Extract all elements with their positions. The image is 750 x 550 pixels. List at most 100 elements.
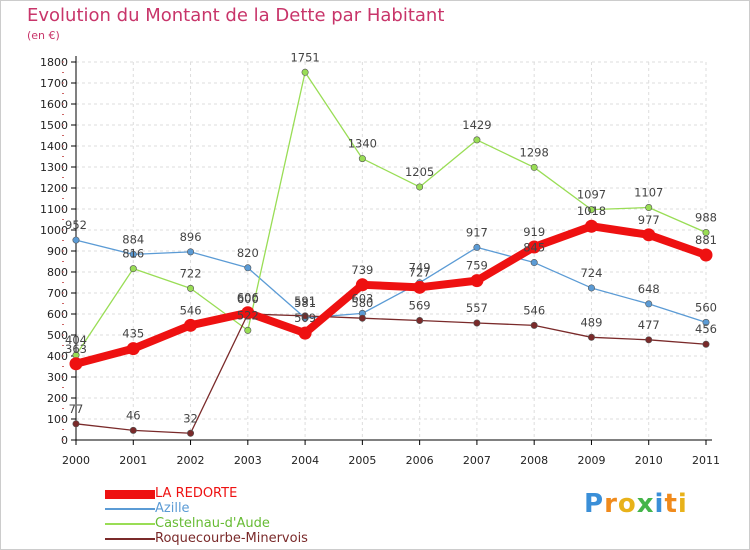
y-tick-label: 300 bbox=[47, 371, 68, 384]
data-point-castelnau-d-aude bbox=[587, 206, 595, 214]
data-point-la-redorte bbox=[699, 248, 713, 262]
data-label-azille: 845 bbox=[523, 241, 545, 255]
data-point-roquecourbe-minervois bbox=[587, 333, 595, 341]
data-label-azille: 603 bbox=[351, 291, 373, 305]
y-tick-label: 400 bbox=[47, 350, 68, 363]
x-tick-label: 2009 bbox=[577, 454, 605, 467]
y-tick-label: 0 bbox=[61, 434, 68, 447]
data-label-castelnau-d-aude: 722 bbox=[180, 266, 202, 280]
data-label-roquecourbe-minervois: 546 bbox=[523, 303, 545, 317]
data-point-azille bbox=[702, 318, 710, 326]
data-point-castelnau-d-aude bbox=[530, 163, 538, 171]
data-label-roquecourbe-minervois: 557 bbox=[466, 301, 488, 315]
data-point-la-redorte bbox=[355, 278, 369, 292]
y-tick-label: 1500 bbox=[40, 119, 68, 132]
data-label-castelnau-d-aude: 1298 bbox=[520, 145, 549, 159]
legend-swatch-azille bbox=[105, 508, 155, 510]
y-tick-label: 500 bbox=[47, 329, 68, 342]
y-tick-label: 900 bbox=[47, 245, 68, 258]
data-label-castelnau-d-aude: 816 bbox=[122, 247, 144, 261]
x-tick-label: 2001 bbox=[119, 454, 147, 467]
data-label-la-redorte: 881 bbox=[695, 233, 717, 247]
logo-letter: P bbox=[584, 489, 605, 519]
data-label-azille: 896 bbox=[180, 230, 202, 244]
logo-letter: i bbox=[677, 489, 688, 519]
logo-letter: t bbox=[664, 489, 678, 519]
data-label-roquecourbe-minervois: 46 bbox=[126, 408, 141, 422]
data-point-roquecourbe-minervois bbox=[530, 321, 538, 329]
y-tick-label: 700 bbox=[47, 287, 68, 300]
data-label-la-redorte: 435 bbox=[122, 327, 144, 341]
data-label-roquecourbe-minervois: 32 bbox=[183, 411, 198, 425]
data-point-roquecourbe-minervois bbox=[473, 319, 481, 327]
data-point-roquecourbe-minervois bbox=[129, 426, 137, 434]
legend-swatch-la-redorte bbox=[105, 490, 155, 499]
y-tick-label: 100 bbox=[47, 413, 68, 426]
logo-letter: i bbox=[654, 489, 665, 519]
data-label-azille: 560 bbox=[695, 300, 717, 314]
x-tick-label: 2002 bbox=[177, 454, 205, 467]
y-tick-label: 1400 bbox=[40, 140, 68, 153]
legend-label-roquecourbe-minervois: Roquecourbe-Minervois bbox=[155, 531, 308, 546]
legend-swatch-roquecourbe-minervois bbox=[105, 538, 155, 540]
data-point-la-redorte bbox=[184, 318, 198, 332]
y-tick-label: 600 bbox=[47, 308, 68, 321]
y-tick-label: 1200 bbox=[40, 182, 68, 195]
data-point-castelnau-d-aude bbox=[358, 155, 366, 163]
x-tick-label: 2006 bbox=[406, 454, 434, 467]
data-point-castelnau-d-aude bbox=[702, 229, 710, 237]
logo-letter: o bbox=[617, 489, 637, 519]
data-label-roquecourbe-minervois: 489 bbox=[580, 315, 602, 329]
legend-item-azille: Azille bbox=[105, 501, 365, 517]
series-line-azille bbox=[75, 239, 707, 324]
data-point-roquecourbe-minervois bbox=[72, 420, 80, 428]
data-label-castelnau-d-aude: 988 bbox=[695, 211, 717, 225]
y-tick-label: 1600 bbox=[40, 98, 68, 111]
legend-label-castelnau-d-aude: Castelnau-d'Aude bbox=[155, 516, 270, 531]
data-label-azille: 952 bbox=[65, 218, 87, 232]
data-label-la-redorte: 977 bbox=[638, 213, 660, 227]
data-point-la-redorte bbox=[69, 357, 83, 371]
data-label-roquecourbe-minervois: 477 bbox=[638, 318, 660, 332]
data-point-roquecourbe-minervois bbox=[416, 317, 424, 325]
data-point-la-redorte bbox=[241, 306, 255, 320]
data-point-la-redorte bbox=[413, 280, 427, 294]
data-point-castelnau-d-aude bbox=[301, 68, 309, 76]
series-line-roquecourbe-minervois bbox=[75, 313, 707, 434]
y-tick-label: 800 bbox=[47, 266, 68, 279]
data-label-castelnau-d-aude: 1751 bbox=[290, 50, 319, 64]
data-point-roquecourbe-minervois bbox=[358, 314, 366, 322]
legend-label-azille: Azille bbox=[155, 501, 190, 516]
y-tick-label: 1800 bbox=[40, 56, 68, 69]
data-label-la-redorte: 606 bbox=[237, 291, 259, 305]
data-label-azille: 884 bbox=[122, 232, 144, 246]
legend-item-la-redorte: LA REDORTE bbox=[105, 486, 365, 502]
data-point-azille bbox=[530, 259, 538, 267]
data-label-la-redorte: 546 bbox=[180, 303, 202, 317]
legend-item-roquecourbe-minervois: Roquecourbe-Minervois bbox=[105, 531, 365, 547]
logo-letter: x bbox=[636, 489, 655, 519]
legend-item-castelnau-d-aude: Castelnau-d'Aude bbox=[105, 516, 365, 532]
y-tick-label: 1000 bbox=[40, 224, 68, 237]
data-label-roquecourbe-minervois: 600 bbox=[237, 292, 259, 306]
data-label-azille: 820 bbox=[237, 246, 259, 260]
data-point-la-redorte bbox=[584, 219, 598, 233]
data-point-azille bbox=[244, 264, 252, 272]
series-line-castelnau-d-aude bbox=[75, 71, 707, 356]
data-label-azille: 724 bbox=[580, 266, 602, 280]
x-tick-label: 2007 bbox=[463, 454, 491, 467]
data-label-azille: 749 bbox=[409, 261, 431, 275]
proxiti-logo: Proxiti bbox=[584, 489, 688, 519]
data-point-roquecourbe-minervois bbox=[301, 312, 309, 320]
x-tick-label: 2003 bbox=[234, 454, 262, 467]
data-label-roquecourbe-minervois: 580 bbox=[351, 296, 373, 310]
data-point-azille bbox=[473, 243, 481, 251]
data-label-roquecourbe-minervois: 456 bbox=[695, 322, 717, 336]
data-point-castelnau-d-aude bbox=[645, 204, 653, 212]
data-point-castelnau-d-aude bbox=[187, 284, 195, 292]
data-label-la-redorte: 1018 bbox=[577, 204, 606, 218]
data-label-castelnau-d-aude: 1205 bbox=[405, 165, 434, 179]
data-point-roquecourbe-minervois bbox=[187, 429, 195, 437]
